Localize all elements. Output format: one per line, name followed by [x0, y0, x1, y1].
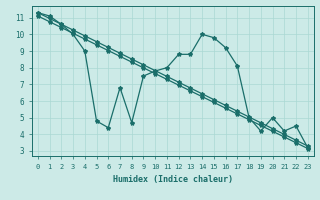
X-axis label: Humidex (Indice chaleur): Humidex (Indice chaleur)	[113, 175, 233, 184]
